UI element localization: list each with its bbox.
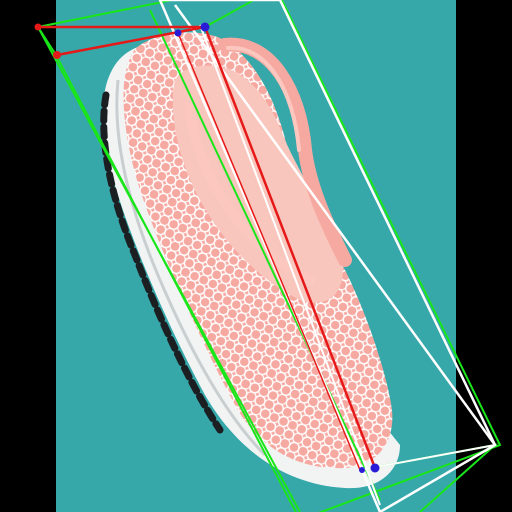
white-box-diagonal (173, 4, 497, 446)
white-box-inner (199, 24, 381, 506)
keypoint-blue-top-left (174, 29, 182, 37)
letterbox-left (0, 0, 56, 512)
heel-strap-highlight (226, 45, 301, 152)
keypoint-red-left (53, 51, 61, 59)
green-box-diagonal (149, 9, 381, 501)
heel-strap (218, 37, 352, 267)
keypoint-blue-bottom (370, 463, 380, 473)
keypoint-red-top-left (34, 23, 42, 31)
lining-inner (184, 94, 317, 287)
keypoint-blue-bottom-left (359, 467, 365, 473)
white-box-bottom (359, 444, 496, 471)
green-box-outer (36, 0, 502, 512)
sole-tread (100, 91, 224, 434)
keypoint-blue-top (200, 22, 210, 32)
keypoints (34, 22, 380, 473)
green-box-edge-left (37, 26, 301, 512)
shoe-opening (172, 65, 343, 303)
sole-shadow (115, 79, 267, 457)
letterbox-right (456, 0, 512, 512)
red-axis-inner (177, 32, 361, 471)
